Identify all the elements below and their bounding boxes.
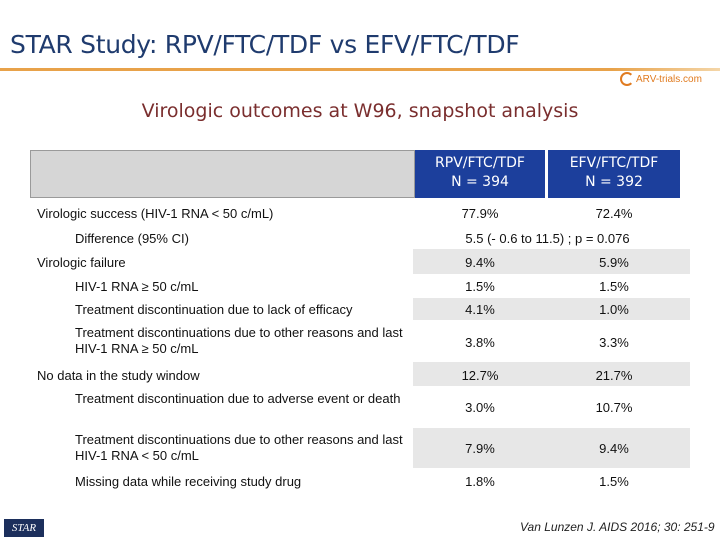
row-value-efv: 21.7% xyxy=(595,368,633,383)
column-header-efv-name: EFV/FTC/TDF xyxy=(569,155,659,171)
row-label: Difference (95% CI) xyxy=(75,231,189,246)
logo-text: ARV-trials.com xyxy=(636,73,702,85)
row-value-rpv: 3.0% xyxy=(465,400,495,415)
row-label: No data in the study window xyxy=(37,368,200,383)
row-value-rpv: 9.4% xyxy=(465,255,495,270)
row-value-efv: 1.5% xyxy=(599,474,629,489)
row-label: Virologic success (HIV-1 RNA < 50 c/mL) xyxy=(37,206,274,221)
row-value-rpv: 77.9% xyxy=(461,206,499,221)
row-value-difference: 5.5 (- 0.6 to 11.5) ; p = 0.076 xyxy=(465,231,630,246)
row-value-rpv: 7.9% xyxy=(465,441,495,456)
table-row-shade xyxy=(413,428,690,468)
row-label: Treatment discontinuation due to adverse… xyxy=(75,391,401,406)
title-underline xyxy=(0,68,720,71)
row-value-rpv: 1.5% xyxy=(465,279,495,294)
row-value-efv: 1.5% xyxy=(599,279,629,294)
row-value-rpv: 1.8% xyxy=(465,474,495,489)
row-label: Virologic failure xyxy=(37,255,126,270)
row-value-efv: 9.4% xyxy=(599,441,629,456)
table-row-shade xyxy=(413,249,690,274)
row-value-rpv: 12.7% xyxy=(461,368,499,383)
row-value-rpv: 4.1% xyxy=(465,302,495,317)
row-label: Missing data while receiving study drug xyxy=(75,474,302,489)
table-row-shade xyxy=(413,362,690,386)
row-value-efv: 3.3% xyxy=(599,335,629,350)
citation: Van Lunzen J. AIDS 2016; 30: 251-9 xyxy=(520,520,715,534)
slide-subtitle: Virologic outcomes at W96, snapshot anal… xyxy=(141,100,579,122)
row-value-efv: 5.9% xyxy=(599,255,629,270)
row-value-efv: 1.0% xyxy=(599,302,629,317)
logo-swoosh-icon xyxy=(620,72,634,86)
arv-trials-logo: ARV-trials.com xyxy=(620,72,702,86)
column-header-efv: EFV/FTC/TDF N = 392 xyxy=(548,150,680,198)
column-header-efv-n: N = 392 xyxy=(585,174,643,190)
row-label: Treatment discontinuation due to lack of… xyxy=(75,302,353,317)
row-label: Treatment discontinuations due to other … xyxy=(75,432,403,463)
row-value-efv: 72.4% xyxy=(595,206,633,221)
row-value-efv: 10.7% xyxy=(595,400,633,415)
column-header-rpv-n: N = 394 xyxy=(451,174,509,190)
column-header-rpv-name: RPV/FTC/TDF xyxy=(435,155,525,171)
row-label: HIV-1 RNA ≥ 50 c/mL xyxy=(75,279,199,294)
slide-title: STAR Study: RPV/FTC/TDF vs EFV/FTC/TDF xyxy=(10,30,520,59)
star-study-logo: STAR xyxy=(4,519,44,537)
row-label: Treatment discontinuations due to other … xyxy=(75,325,403,356)
table-row-shade xyxy=(413,298,690,320)
row-value-rpv: 3.8% xyxy=(465,335,495,350)
table-header-blank xyxy=(30,150,415,198)
column-header-rpv: RPV/FTC/TDF N = 394 xyxy=(415,150,545,198)
